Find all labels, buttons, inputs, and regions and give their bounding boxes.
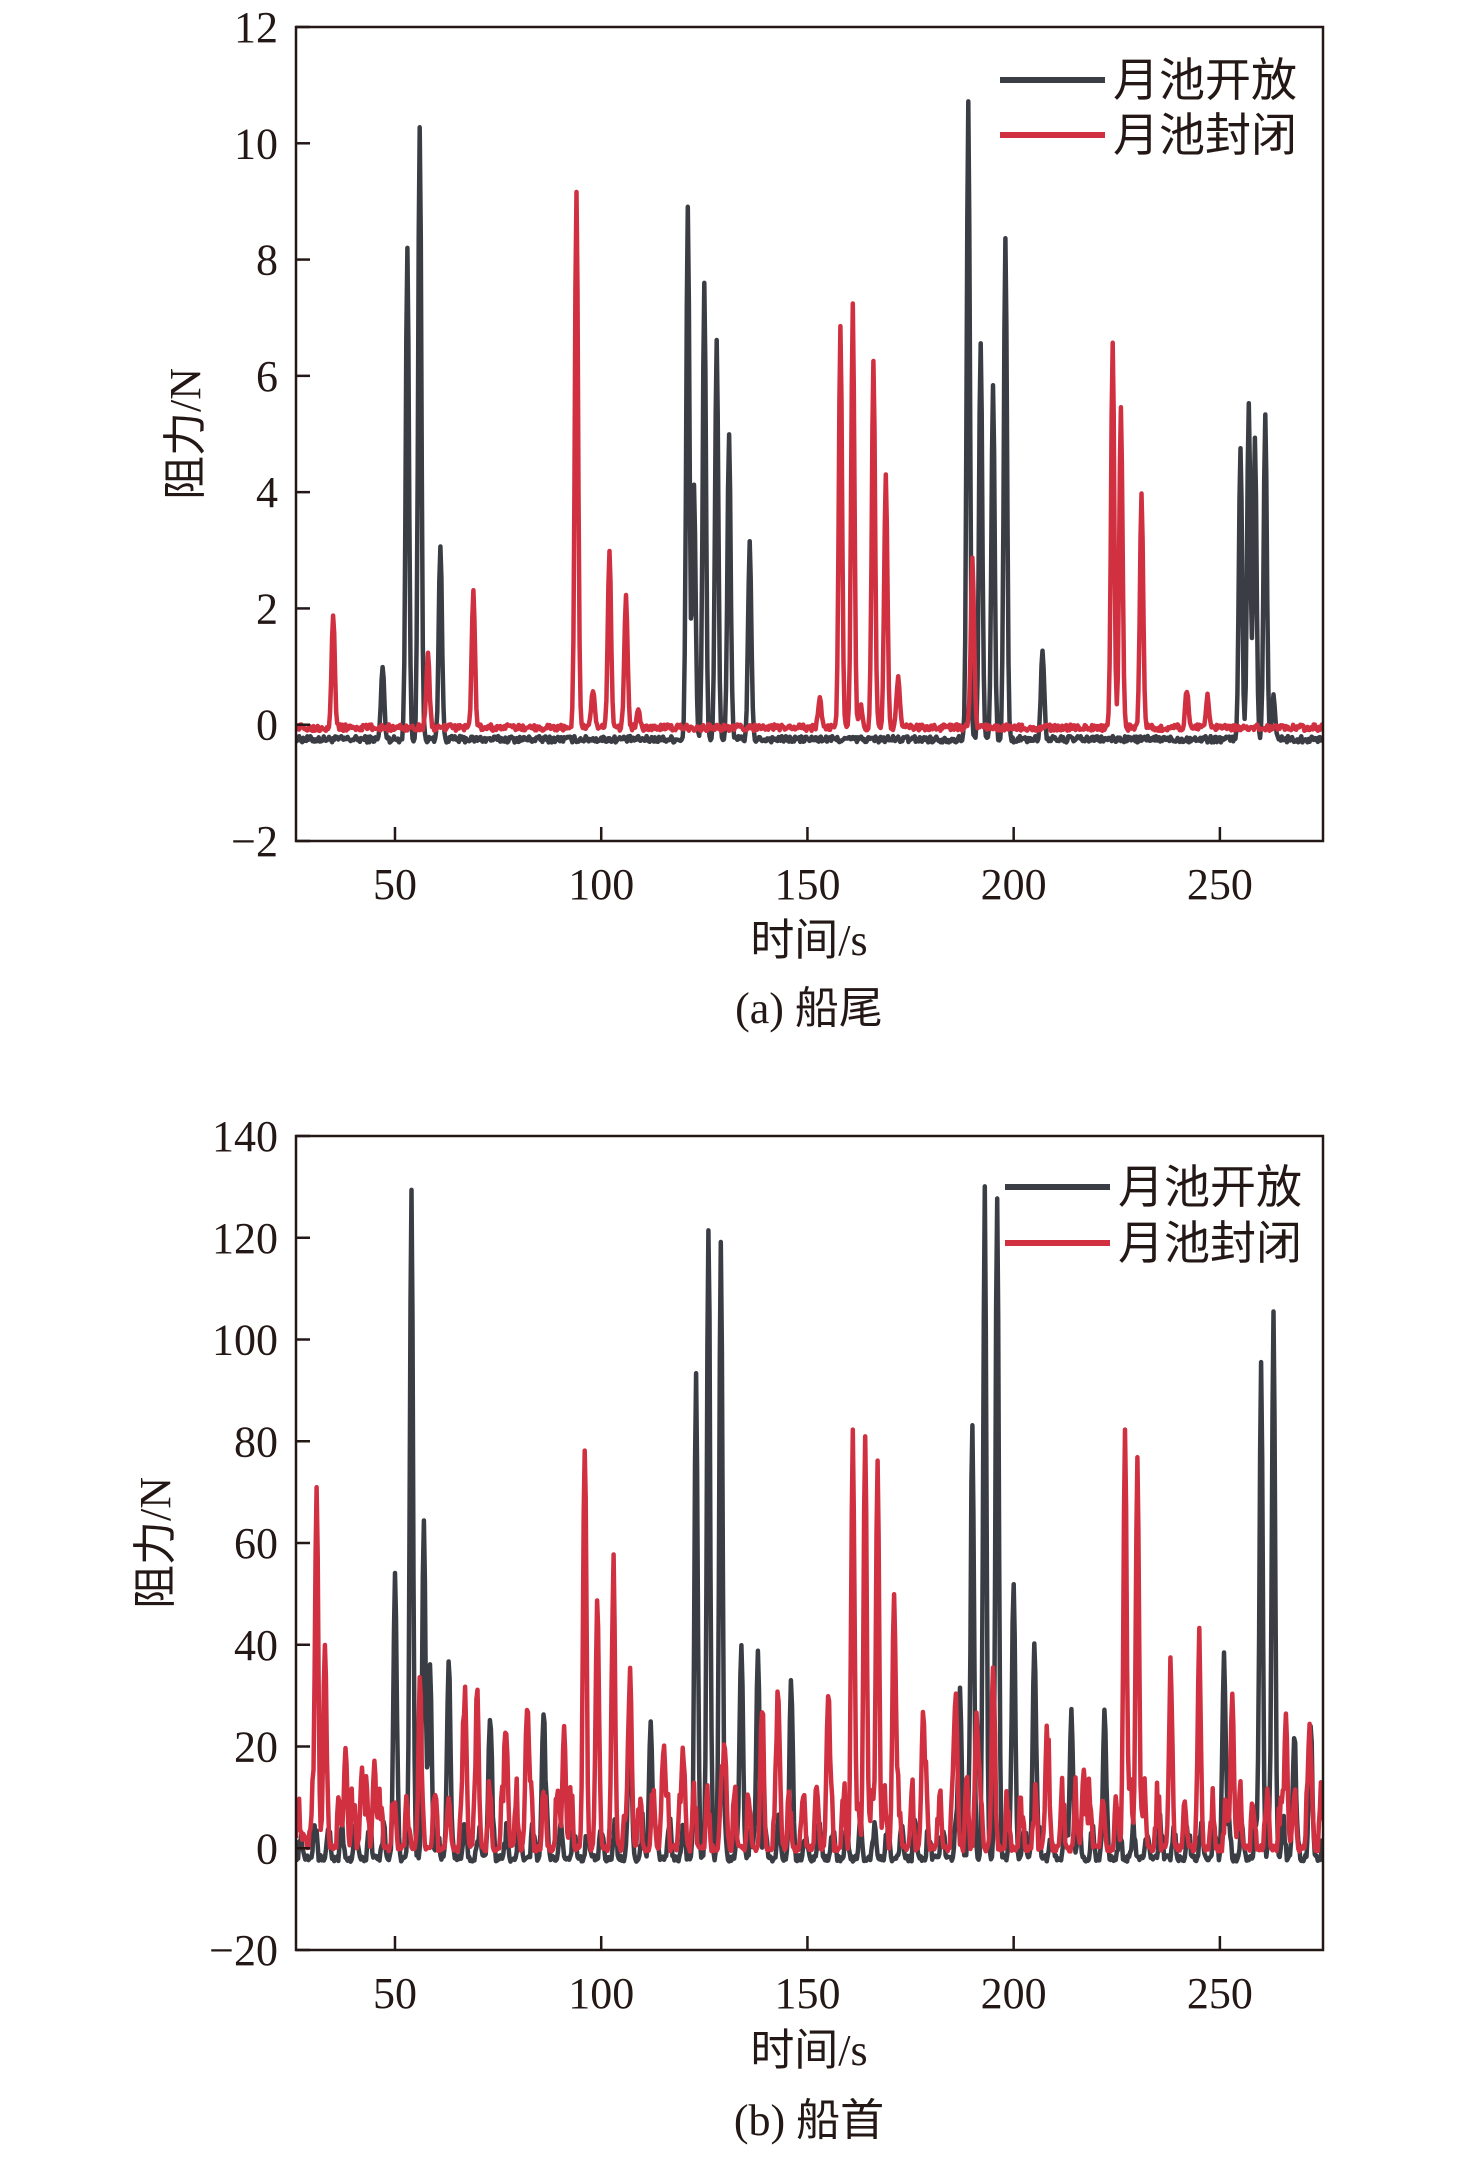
legend-label-closed-a: 月池封闭 <box>1113 110 1297 161</box>
tick-layer-a: 50 100 150 200 250 −2 0 2 4 6 8 10 12 <box>231 3 1253 909</box>
x-tick-label: 100 <box>568 860 634 909</box>
x-tick-label: 150 <box>774 860 840 909</box>
x-tick-label: 250 <box>1187 860 1253 909</box>
y-tick-label: 100 <box>212 1316 278 1365</box>
caption-b: (b) 船首 <box>734 2096 884 2145</box>
legend-b: 月池开放 月池封闭 <box>1005 1162 1302 1269</box>
x-tick-label: 150 <box>774 1969 840 2018</box>
y-tick-label: 20 <box>234 1723 278 1772</box>
series-line-closed-b <box>296 1427 1323 1854</box>
series-line-open-a <box>296 99 1323 745</box>
y-tick-label: 10 <box>234 119 278 168</box>
x-tick-label: 200 <box>981 860 1047 909</box>
tick-layer-b: 50 100 150 200 250 −20 0 20 40 60 80 100 120 140 <box>209 1112 1253 2018</box>
y-tick-label: 140 <box>212 1112 278 1161</box>
legend-label-open-b: 月池开放 <box>1118 1162 1302 1213</box>
chart-panel-b: 50 100 150 200 250 −20 0 20 40 60 80 100 120 140 阻力/N… <box>131 1112 1325 2145</box>
chart-panel-a: 50 100 150 200 250 −2 0 2 4 6 8 10 12 阻力/N 时间/s (a) … <box>161 3 1325 1033</box>
caption-a: (a) 船尾 <box>735 984 883 1033</box>
x-tick-label: 250 <box>1187 1969 1253 2018</box>
series-layer-a <box>296 99 1323 745</box>
y-tick-label: 60 <box>234 1519 278 1568</box>
y-axis-label-b: 阻力/N <box>131 1477 180 1609</box>
y-axis-label-a: 阻力/N <box>161 368 210 500</box>
x-tick-label: 50 <box>373 860 417 909</box>
y-tick-label: 6 <box>256 352 278 401</box>
y-tick-label: 2 <box>256 584 278 633</box>
y-tick-label: 8 <box>256 236 278 285</box>
plot-frame-a <box>294 25 1325 843</box>
x-axis-label-a: 时间/s <box>750 916 867 965</box>
legend-label-open-a: 月池开放 <box>1113 55 1297 106</box>
y-tick-label: −20 <box>209 1926 278 1975</box>
series-line-closed-a <box>296 189 1323 734</box>
x-tick-label: 100 <box>568 1969 634 2018</box>
legend-label-closed-b: 月池封闭 <box>1118 1218 1302 1269</box>
y-tick-label: 4 <box>256 468 278 517</box>
series-layer-b <box>296 1184 1323 1864</box>
legend-a: 月池开放 月池封闭 <box>1000 55 1297 161</box>
x-tick-label: 50 <box>373 1969 417 2018</box>
y-tick-label: 0 <box>256 1824 278 1873</box>
y-tick-label: 12 <box>234 3 278 52</box>
x-tick-label: 200 <box>981 1969 1047 2018</box>
y-tick-label: 120 <box>212 1214 278 1263</box>
y-tick-label: −2 <box>231 817 278 866</box>
y-tick-label: 40 <box>234 1621 278 1670</box>
y-tick-label: 80 <box>234 1417 278 1466</box>
y-tick-label: 0 <box>256 701 278 750</box>
x-axis-label-b: 时间/s <box>750 2026 867 2075</box>
